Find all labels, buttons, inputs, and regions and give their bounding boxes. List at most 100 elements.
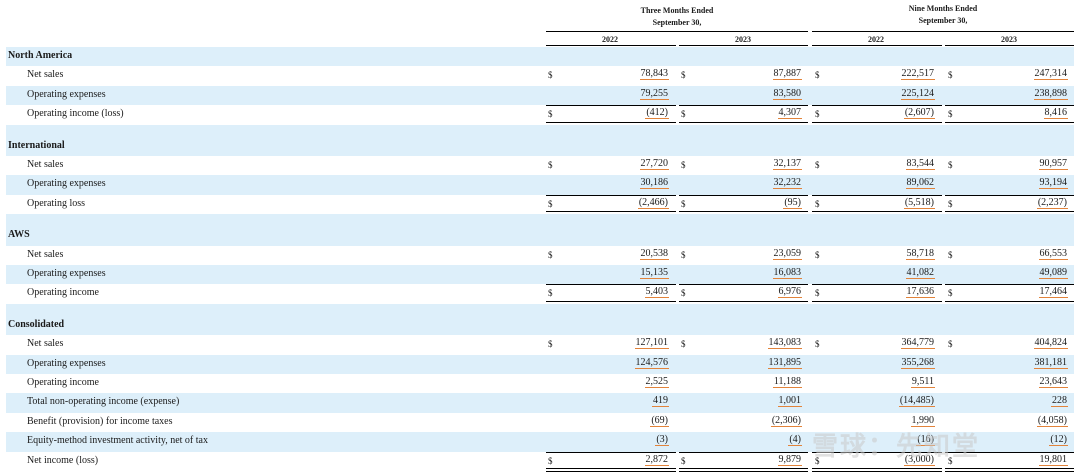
section-spacer xyxy=(6,214,1074,227)
subtotal-rule xyxy=(679,105,808,107)
value-text: (412) xyxy=(645,107,669,120)
value-cell: 238,898 xyxy=(988,88,1068,100)
currency-symbol: $ xyxy=(681,249,686,260)
value-text: 364,779 xyxy=(900,337,935,350)
value-cell: 17,636 xyxy=(855,286,935,299)
currency-symbol: $ xyxy=(681,455,686,466)
section-title: AWS xyxy=(8,229,30,241)
header-group-line1: Nine Months Ended xyxy=(908,4,978,13)
year-header: 2023 xyxy=(1001,35,1017,44)
value-text: 247,314 xyxy=(1033,68,1068,81)
watermark: 雪球：先知堂 xyxy=(812,432,981,462)
value-cell: (412) xyxy=(589,107,669,120)
value-cell: 9,879 xyxy=(722,454,802,466)
line-item-row: Net sales $20,538 $23,059 $58,718 $66,553 xyxy=(6,246,1074,265)
line-item-label: Net sales xyxy=(27,159,64,170)
subtotal-rule xyxy=(812,451,942,453)
value-text: 404,824 xyxy=(1033,337,1068,350)
value-text: 9,879 xyxy=(777,453,802,466)
value-cell: 124,576 xyxy=(589,357,669,369)
currency-symbol: $ xyxy=(948,109,953,120)
value-cell: (3) xyxy=(589,434,669,447)
value-cell: 8,416 xyxy=(988,107,1068,120)
value-text: 23,643 xyxy=(1038,376,1068,388)
value-cell: 355,268 xyxy=(855,357,935,369)
line-item-row: Operating income (loss) $ (412) $4,307 $ (2,6… xyxy=(6,105,1074,126)
value-text: 23,059 xyxy=(772,247,802,260)
value-cell: 32,232 xyxy=(722,177,802,190)
section-title: Consolidated xyxy=(8,318,65,330)
value-text: (16) xyxy=(916,434,935,447)
line-item-row: Net sales $27,720 $32,137 $83,544 $90,957 xyxy=(6,156,1074,175)
value-text: 16,083 xyxy=(772,267,802,279)
value-text: (5,518) xyxy=(903,196,935,209)
currency-symbol: $ xyxy=(681,160,686,170)
subtotal-rule xyxy=(546,451,676,453)
value-cell: (4) xyxy=(722,434,802,447)
line-item-label: Total non-operating income (expense) xyxy=(27,396,180,408)
line-item-row: Operating income 2,525 11,188 9,511 23,643 xyxy=(6,374,1074,393)
line-item-label: Operating expenses xyxy=(27,88,106,100)
header-group-line2: September 30, xyxy=(652,18,702,27)
currency-symbol: $ xyxy=(815,198,820,209)
currency-symbol: $ xyxy=(815,160,820,170)
subtotal-rule xyxy=(679,194,808,196)
currency-symbol: $ xyxy=(548,198,553,209)
currency-symbol: $ xyxy=(815,109,820,120)
value-cell: 381,181 xyxy=(988,357,1068,369)
subtotal-rule xyxy=(945,451,1074,453)
currency-symbol: $ xyxy=(948,288,953,299)
value-text: (4) xyxy=(788,434,802,447)
value-text: 93,194 xyxy=(1038,177,1068,190)
year-header: 2023 xyxy=(735,35,751,44)
currency-symbol: $ xyxy=(548,109,553,120)
value-cell: 79,255 xyxy=(589,88,669,100)
subtotal-rule xyxy=(945,284,1074,286)
value-text: 17,464 xyxy=(1038,286,1068,299)
line-item-row: Total non-operating income (expense) 419 1… xyxy=(6,393,1074,413)
value-cell: 30,186 xyxy=(589,177,669,190)
total-double-rule xyxy=(945,467,1074,472)
value-text: (2,607) xyxy=(903,107,935,120)
value-cell: 222,517 xyxy=(855,68,935,81)
value-text: 6,976 xyxy=(777,286,802,299)
currency-symbol: $ xyxy=(948,455,953,466)
value-cell: 90,957 xyxy=(988,158,1068,170)
currency-symbol: $ xyxy=(815,249,820,260)
section-header-row: North America xyxy=(6,47,1074,67)
value-text: 15,135 xyxy=(639,267,669,279)
value-cell: (69) xyxy=(589,415,669,427)
value-text: 83,580 xyxy=(772,87,802,100)
year-rule xyxy=(679,45,808,46)
line-item-row: Net income (loss) $2,872 $9,879 $ (3,000) $19… xyxy=(6,451,1074,472)
value-text: 238,898 xyxy=(1033,87,1068,100)
line-item-row: Net sales $127,101 $143,083 $364,779 $404,82… xyxy=(6,335,1074,354)
section-title: North America xyxy=(8,50,73,61)
value-cell: 364,779 xyxy=(855,337,935,350)
currency-symbol: $ xyxy=(548,160,553,170)
currency-symbol: $ xyxy=(948,249,953,260)
subtotal-rule xyxy=(546,194,676,196)
line-item-row: Benefit (provision) for income taxes (69)… xyxy=(6,413,1074,432)
value-cell: 83,544 xyxy=(855,158,935,170)
value-text: 419 xyxy=(652,395,669,408)
value-cell: 11,188 xyxy=(722,376,802,388)
value-cell: 49,089 xyxy=(988,267,1068,279)
value-cell: 2,525 xyxy=(589,376,669,388)
value-cell: 9,511 xyxy=(855,376,935,388)
value-cell: 131,895 xyxy=(722,357,802,369)
value-text: 30,186 xyxy=(639,177,669,190)
value-cell: 228 xyxy=(988,395,1068,408)
value-cell: (12) xyxy=(988,434,1068,447)
section-title: International xyxy=(8,139,65,151)
value-cell: 143,083 xyxy=(722,337,802,350)
subtotal-rule xyxy=(679,284,808,286)
line-item-row: Operating income $5,403 $6,976 $17,636 $17,4… xyxy=(6,284,1074,305)
value-text: 19,801 xyxy=(1038,453,1068,466)
value-cell: 83,580 xyxy=(722,88,802,100)
subtotal-rule xyxy=(679,451,808,453)
currency-symbol: $ xyxy=(681,198,686,209)
value-text: 79,255 xyxy=(639,87,669,100)
value-cell: 15,135 xyxy=(589,267,669,279)
value-text: 143,083 xyxy=(767,337,802,350)
